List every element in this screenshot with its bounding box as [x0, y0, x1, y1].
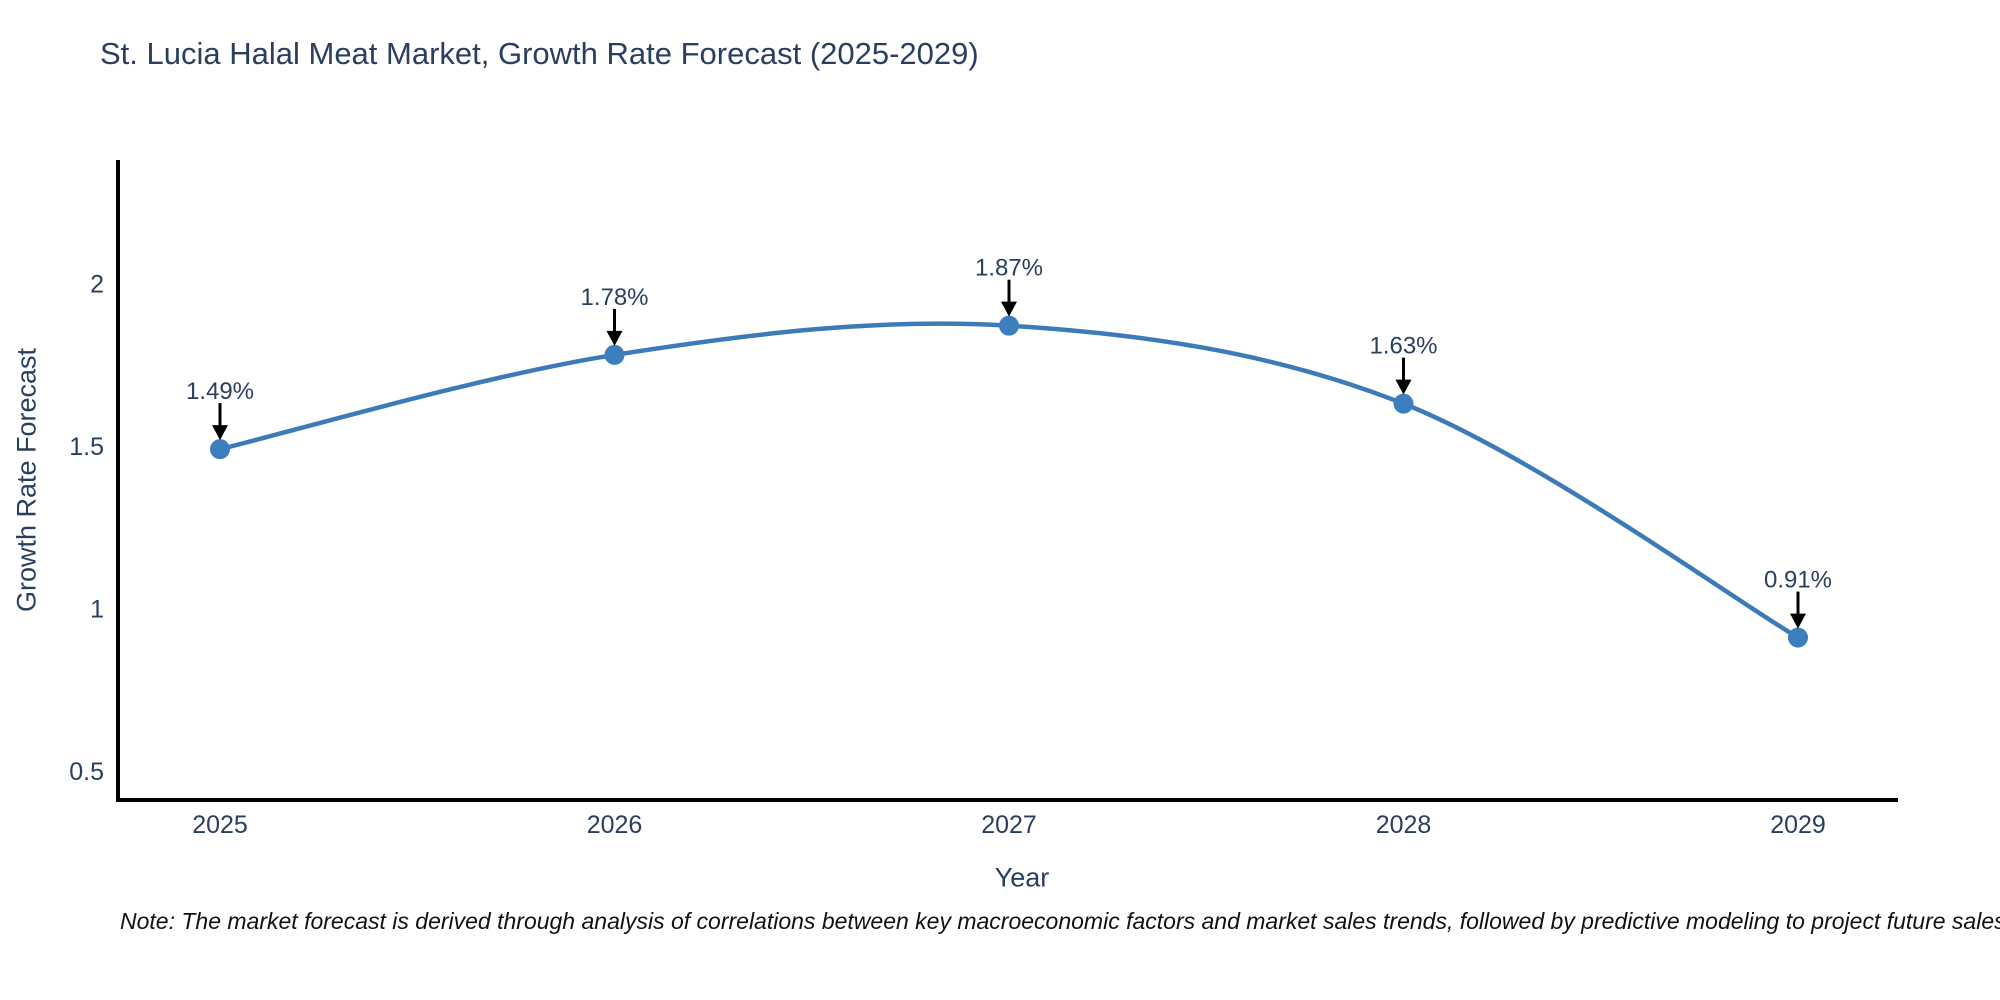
y-tick-label: 0.5	[69, 758, 104, 786]
annotation-arrow-head	[1001, 301, 1017, 317]
annotation-arrow-head	[1790, 613, 1806, 629]
x-tick-label: 2026	[587, 811, 643, 839]
data-point-marker	[210, 439, 230, 460]
chart-title: St. Lucia Halal Meat Market, Growth Rate…	[100, 36, 979, 71]
annotation-arrow-head	[212, 425, 228, 441]
y-tick-label: 2	[90, 270, 104, 298]
annotation-arrow-head	[1395, 379, 1412, 395]
x-axis-title: Year	[994, 862, 1050, 893]
y-tick-label: 1	[90, 595, 104, 623]
data-point-label: 1.49%	[186, 378, 254, 405]
x-tick-label: 2025	[192, 811, 248, 839]
data-point-marker	[1788, 627, 1808, 648]
annotation-arrow-head	[606, 330, 623, 346]
data-point-label: 0.91%	[1764, 567, 1832, 594]
data-point-marker	[999, 315, 1019, 336]
x-tick-label: 2029	[1770, 811, 1826, 839]
footnote: Note: The market forecast is derived thr…	[120, 908, 2000, 934]
data-point-marker	[604, 344, 625, 365]
data-point-marker	[1393, 393, 1414, 414]
forecast-line	[217, 321, 1801, 640]
data-point-label: 1.87%	[975, 255, 1043, 282]
data-point-label: 1.63%	[1369, 333, 1437, 360]
x-tick-label: 2028	[1376, 811, 1432, 839]
data-point-label: 1.78%	[580, 284, 648, 311]
y-tick-label: 1.5	[69, 433, 104, 461]
x-tick-label: 2027	[981, 811, 1037, 839]
